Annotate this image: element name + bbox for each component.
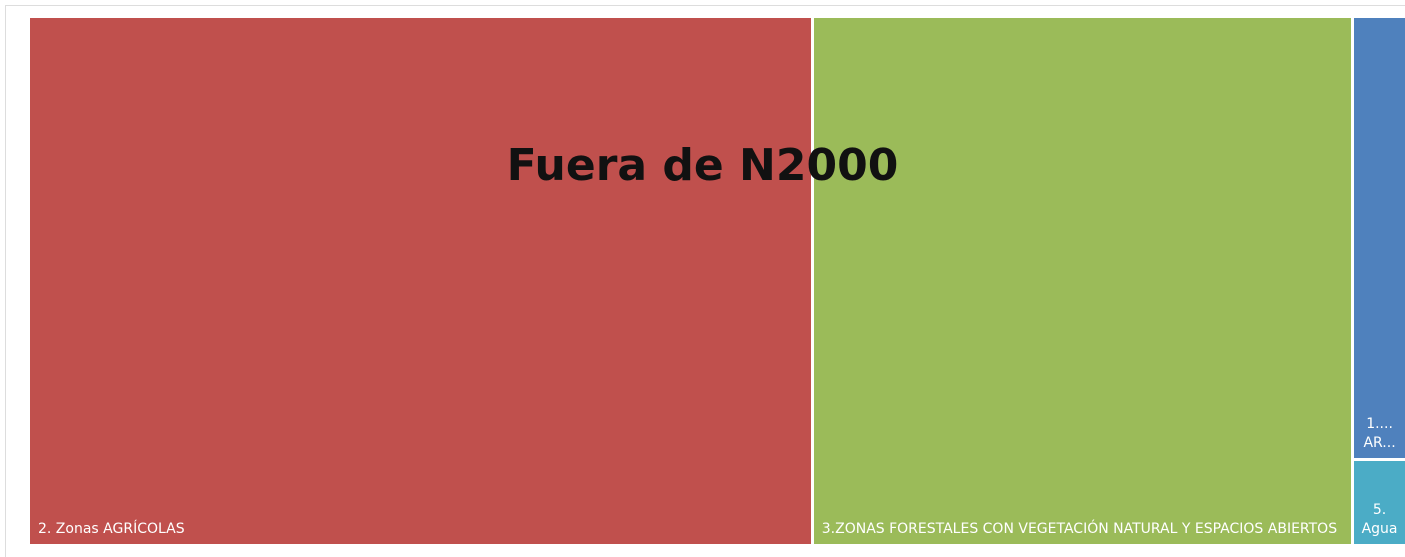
tile: 5. Agua bbox=[1354, 461, 1405, 544]
tile-label: 5. Agua bbox=[1361, 501, 1398, 537]
tile: 3.ZONAS FORESTALES CON VEGETACIÓN NATURA… bbox=[813, 18, 1352, 544]
tile-label: 1.... AR... bbox=[1363, 416, 1396, 452]
frame bbox=[5, 5, 1405, 557]
tile: 2. Zonas AGRÍCOLAS bbox=[30, 18, 811, 544]
tile: 1.... AR... bbox=[1354, 18, 1405, 459]
tile-label: 3.ZONAS FORESTALES CON VEGETACIÓN NATURA… bbox=[821, 521, 1338, 537]
tile-label: 2. Zonas AGRÍCOLAS bbox=[38, 521, 185, 537]
